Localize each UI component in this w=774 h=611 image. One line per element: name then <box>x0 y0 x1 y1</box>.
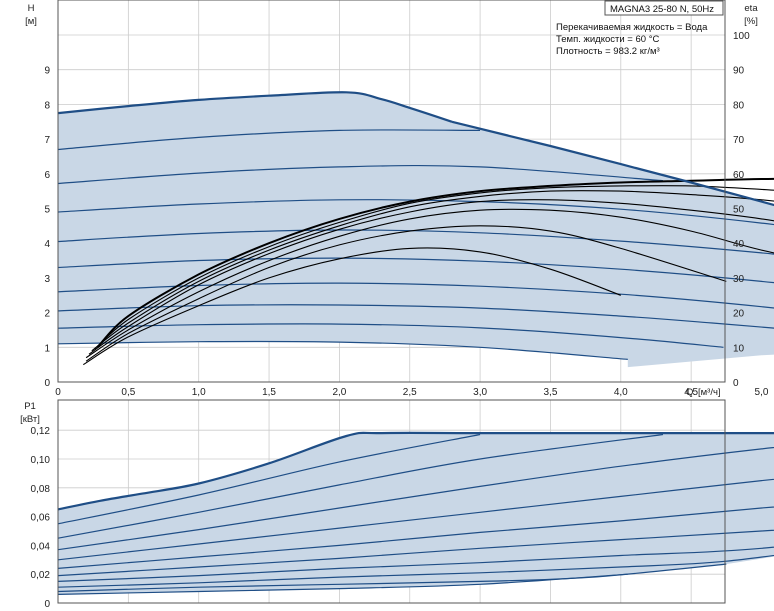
efficiency-curve-4 <box>88 199 774 355</box>
head-axis-label: H <box>28 3 35 14</box>
head-tick-label: 2 <box>44 309 50 320</box>
efficiency-tick-labels: 0 10 20 30 40 50 60 70 80 90 100 <box>733 31 750 389</box>
flow-tick-label: 2,0 <box>332 387 346 398</box>
power-tick-label: 0,08 <box>31 484 51 495</box>
head-speed-curve-2 <box>57 164 664 185</box>
head-tick-label: 1 <box>44 343 50 354</box>
power-speed-curve-7 <box>57 546 774 582</box>
head-speed-curve-9 <box>57 340 628 360</box>
head-tick-label: 4 <box>44 239 50 250</box>
flow-tick-label: 4,5 <box>684 387 698 398</box>
power-speed-curve-2 <box>57 433 664 539</box>
title-box <box>604 0 724 16</box>
flow-tick-label: 0 <box>55 387 61 398</box>
efficiency-axis-unit: [%] <box>744 16 758 27</box>
head-y-tick-labels: 0 1 2 3 4 5 6 7 8 9 <box>44 66 50 389</box>
chart-title: MAGNA3 25-80 N, 50Hz <box>610 4 714 15</box>
head-speed-curve-5 <box>57 257 774 284</box>
head-speed-curve-4 <box>57 229 774 255</box>
head-plot-frame <box>57 0 726 383</box>
head-speed-curve-6 <box>57 282 774 309</box>
power-y-tick-labels: 0 0,02 0,04 0,06 0,08 0,10 0,12 <box>31 426 51 610</box>
efficiency-curve-2 <box>85 225 727 362</box>
power-speed-curve-1 <box>57 433 481 525</box>
power-axis-unit: [кВт] <box>20 414 40 425</box>
power-tick-label: 0,04 <box>31 541 51 552</box>
efficiency-tick-label: 30 <box>733 274 745 285</box>
efficiency-curve-6 <box>94 185 774 350</box>
flow-axis-unit: [м³/ч] <box>698 387 721 398</box>
power-tick-label: 0 <box>44 599 50 610</box>
head-plot: 0 1 2 3 4 5 6 7 8 9 0 10 20 30 40 50 60 70 80 90 100 0 0,5 1,… <box>44 0 774 398</box>
head-speed-curve-8 <box>57 323 724 348</box>
efficiency-tick-label: 20 <box>733 309 745 320</box>
flow-tick-label: 4,0 <box>614 387 628 398</box>
efficiency-tick-label: 100 <box>733 31 750 42</box>
power-plot-frame <box>57 399 726 604</box>
power-tick-label: 0,12 <box>31 426 51 437</box>
flow-tick-label: 0,5 <box>121 387 135 398</box>
efficiency-tick-label: 0 <box>733 378 739 389</box>
head-speed-curve-1 <box>57 129 481 151</box>
efficiency-tick-label: 70 <box>733 135 745 146</box>
info-line-temperature: Темп. жидкости = 60 °C <box>556 34 659 45</box>
power-tick-label: 0,06 <box>31 513 51 524</box>
power-speed-curve-6 <box>57 529 774 577</box>
power-plot: 0 0,02 0,04 0,06 0,08 0,10 0,12 <box>31 399 774 610</box>
head-axis-unit: [м] <box>25 16 37 27</box>
head-tick-label: 7 <box>44 135 50 146</box>
flow-axis-label: Q <box>686 387 693 398</box>
efficiency-curve-5 <box>91 190 774 352</box>
power-tick-label: 0,02 <box>31 570 51 581</box>
info-line-liquid: Перекачиваемая жидкость = Вода <box>556 22 708 33</box>
efficiency-axis-label: eta <box>744 3 758 14</box>
efficiency-tick-label: 80 <box>733 100 745 111</box>
power-speed-curve-4 <box>57 478 774 561</box>
efficiency-curve-3 <box>85 208 774 359</box>
flow-tick-label: 1,0 <box>192 387 206 398</box>
head-tick-label: 9 <box>44 66 50 77</box>
efficiency-tick-label: 60 <box>733 170 745 181</box>
head-tick-label: 6 <box>44 170 50 181</box>
head-tick-label: 8 <box>44 100 50 111</box>
flow-tick-label: 3,5 <box>543 387 557 398</box>
head-limit-curve <box>451 120 774 207</box>
efficiency-tick-label: 50 <box>733 205 745 216</box>
head-tick-label: 5 <box>44 205 50 216</box>
info-line-density: Плотность = 983.2 кг/м³ <box>556 46 660 57</box>
head-tick-label: 3 <box>44 274 50 285</box>
power-speed-curve-10 <box>57 573 628 595</box>
power-speed-curve-5 <box>57 506 774 569</box>
head-operating-region <box>58 92 774 368</box>
efficiency-tick-label: 10 <box>733 343 745 354</box>
efficiency-curves <box>83 177 774 366</box>
power-max-curve <box>57 431 774 511</box>
efficiency-curve-7 <box>96 177 774 349</box>
flow-tick-label: 1,5 <box>262 387 276 398</box>
efficiency-tick-label: 90 <box>733 66 745 77</box>
power-speed-curve-8 <box>57 554 774 588</box>
flow-tick-labels: 00,51,01,52,02,53,03,54,04,55,05,56,06,5… <box>55 387 769 398</box>
head-tick-label: 0 <box>44 378 50 389</box>
efficiency-tick-label: 40 <box>733 239 745 250</box>
flow-tick-label: 5,0 <box>755 387 769 398</box>
power-speed-curve-3 <box>57 446 774 551</box>
power-speed-curves <box>57 433 774 595</box>
flow-tick-label: 2,5 <box>403 387 417 398</box>
efficiency-curve-1 <box>83 247 621 366</box>
head-max-curve <box>57 91 453 123</box>
flow-tick-label: 3,0 <box>473 387 487 398</box>
power-tick-label: 0,10 <box>31 455 51 466</box>
power-axis-label: P1 <box>24 401 36 412</box>
